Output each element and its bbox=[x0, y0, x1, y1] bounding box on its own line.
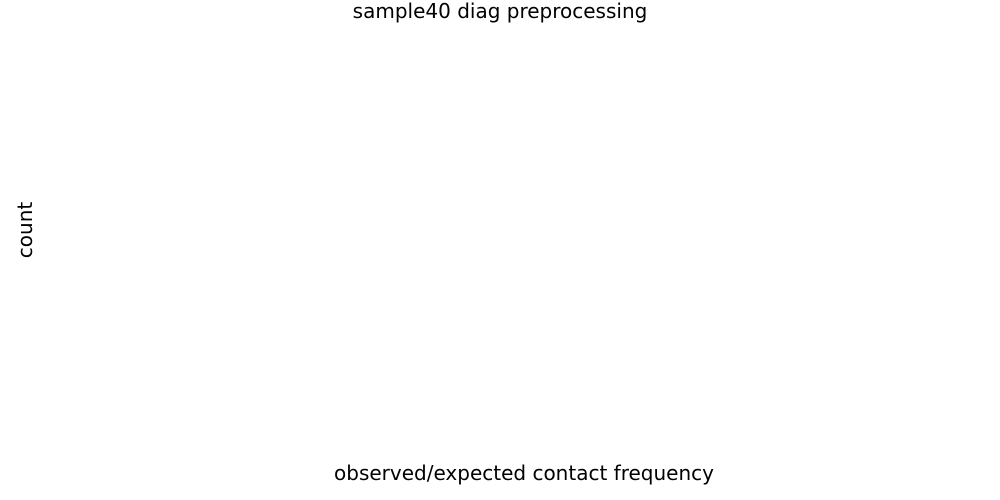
x-axis-label: observed/expected contact frequency bbox=[334, 461, 714, 485]
chart-title: sample40 diag preprocessing bbox=[352, 0, 648, 23]
y-axis-label: count bbox=[13, 201, 37, 259]
